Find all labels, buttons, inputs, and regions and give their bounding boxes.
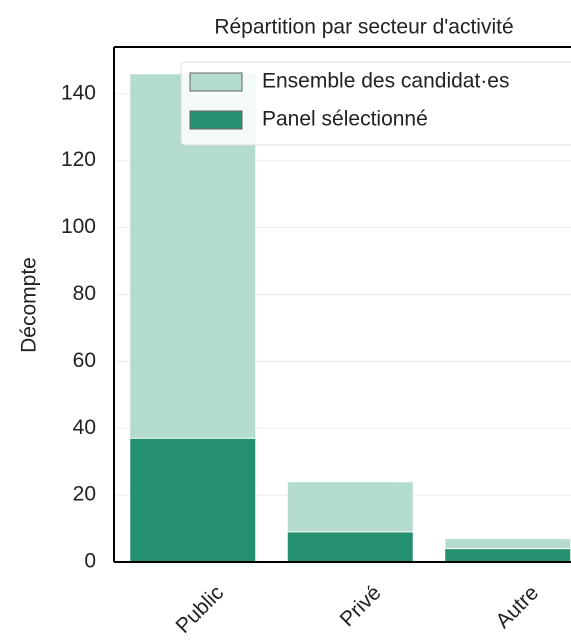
- bar: [286, 531, 414, 563]
- legend-swatch: [189, 72, 243, 92]
- y-tick-label: 80: [73, 282, 96, 305]
- x-tick-label: Autre: [491, 581, 543, 633]
- legend-label: Panel sélectionné: [262, 108, 428, 131]
- bar: [444, 548, 571, 563]
- y-tick-label: 140: [61, 81, 96, 104]
- y-tick-label: 40: [73, 416, 96, 439]
- y-tick-label: 0: [84, 550, 96, 573]
- legend-frame: [180, 61, 571, 146]
- y-tick-label: 60: [73, 349, 96, 372]
- bar: [129, 437, 257, 563]
- legend: Ensemble des candidat·es Panel sélectionn…: [180, 61, 571, 146]
- chart-title: Répartition par secteur d'activité: [214, 16, 513, 39]
- legend-swatch: [189, 110, 243, 130]
- y-tick-label: 100: [61, 215, 96, 238]
- y-tick-label: 20: [73, 483, 96, 506]
- x-tick-label: Public: [171, 581, 228, 638]
- legend-label: Ensemble des candidat·es: [262, 70, 509, 93]
- x-tick-label: Privé: [336, 581, 386, 631]
- y-tick-label: 120: [61, 148, 96, 171]
- y-axis-label: Décompte: [18, 257, 41, 353]
